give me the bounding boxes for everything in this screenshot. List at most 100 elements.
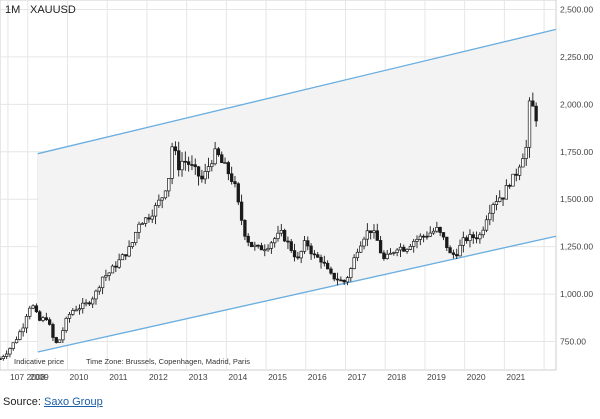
candle bbox=[31, 305, 35, 309]
candle bbox=[8, 348, 12, 355]
candle bbox=[279, 229, 283, 234]
candle bbox=[342, 279, 346, 283]
candle bbox=[468, 234, 472, 242]
candle bbox=[392, 252, 396, 254]
candle bbox=[104, 275, 108, 278]
candle bbox=[163, 190, 168, 199]
candle bbox=[335, 278, 340, 281]
candle bbox=[372, 230, 376, 234]
candle bbox=[292, 250, 297, 258]
candle bbox=[332, 272, 336, 280]
candle bbox=[226, 162, 231, 175]
candle bbox=[61, 330, 65, 341]
candle bbox=[494, 201, 499, 205]
candle bbox=[441, 232, 446, 238]
candle bbox=[24, 316, 29, 329]
source-link[interactable]: Saxo Group bbox=[43, 396, 103, 408]
candle bbox=[322, 261, 326, 264]
candle bbox=[74, 309, 78, 312]
x-tick-label: 2018 bbox=[387, 372, 406, 382]
candle bbox=[395, 249, 399, 253]
candle bbox=[186, 161, 191, 165]
candle bbox=[160, 197, 164, 201]
candle bbox=[81, 302, 85, 310]
candle bbox=[421, 235, 426, 238]
candle bbox=[206, 166, 211, 172]
candle bbox=[84, 302, 88, 305]
candle bbox=[282, 229, 287, 242]
candle bbox=[517, 166, 522, 176]
y-axis: 750.00 1,000.00 1,250.00 1,500.00 1,750.00 2,… bbox=[560, 4, 593, 346]
candle bbox=[306, 240, 310, 247]
candle bbox=[355, 251, 360, 259]
candle bbox=[488, 212, 492, 221]
candle bbox=[425, 235, 429, 238]
candle bbox=[296, 256, 300, 259]
candle bbox=[140, 223, 144, 225]
candle bbox=[531, 100, 535, 107]
candle bbox=[193, 164, 197, 168]
timezone-note: Time Zone: Brussels, Copenhagen, Madrid,… bbox=[86, 357, 250, 366]
source-line: Source: Saxo Group bbox=[3, 396, 103, 408]
candle bbox=[239, 201, 244, 221]
candle bbox=[51, 324, 55, 338]
candle bbox=[534, 105, 538, 122]
x-tick-label: 2020 bbox=[467, 372, 486, 382]
y-tick-label: 1,750.00 bbox=[560, 147, 593, 157]
candle bbox=[253, 244, 257, 248]
candle bbox=[382, 252, 386, 259]
candle bbox=[210, 163, 214, 167]
candle bbox=[190, 164, 194, 166]
candle bbox=[18, 331, 22, 340]
candle bbox=[511, 173, 515, 187]
candle bbox=[405, 248, 409, 252]
candle bbox=[196, 166, 201, 177]
candle bbox=[180, 160, 184, 171]
candle bbox=[213, 148, 217, 165]
candle bbox=[378, 240, 383, 254]
candle bbox=[352, 257, 356, 270]
candle bbox=[200, 175, 204, 180]
source-label: Source: bbox=[3, 396, 41, 408]
candle bbox=[269, 242, 274, 249]
candle bbox=[316, 254, 320, 258]
candle bbox=[464, 237, 469, 242]
candle bbox=[408, 246, 413, 250]
candle bbox=[64, 317, 68, 331]
candle bbox=[216, 148, 221, 156]
candle bbox=[143, 217, 148, 224]
x-tick-label: 2014 bbox=[228, 372, 247, 382]
candle bbox=[478, 234, 482, 240]
symbol-label: XAUUSD bbox=[30, 4, 76, 16]
candle bbox=[474, 237, 479, 240]
candle bbox=[223, 162, 227, 164]
candle bbox=[431, 230, 436, 234]
candle bbox=[415, 239, 419, 242]
candle bbox=[273, 238, 277, 244]
candle bbox=[177, 150, 181, 171]
candle bbox=[445, 236, 449, 249]
y-tick-label: 1,250.00 bbox=[560, 242, 593, 252]
candle bbox=[203, 171, 207, 180]
x-tick-label: 2010 bbox=[70, 372, 89, 382]
candle bbox=[1, 356, 5, 360]
candle bbox=[233, 181, 237, 185]
candle bbox=[114, 265, 118, 268]
channel-lower-line bbox=[37, 235, 557, 353]
candle bbox=[329, 268, 333, 274]
candle bbox=[428, 232, 432, 237]
candle bbox=[325, 262, 330, 270]
x-tick-label: 2021 bbox=[506, 372, 525, 382]
candle bbox=[91, 298, 95, 305]
candle bbox=[246, 235, 250, 243]
candle bbox=[302, 240, 307, 252]
x-tick-label: 107 2008 bbox=[10, 372, 46, 382]
candle bbox=[498, 197, 502, 202]
candle bbox=[183, 160, 187, 163]
candle bbox=[345, 277, 350, 283]
candle bbox=[230, 173, 234, 182]
y-tick-label: 750.00 bbox=[560, 337, 586, 347]
channel-upper-line bbox=[37, 28, 557, 155]
candle bbox=[57, 339, 62, 343]
